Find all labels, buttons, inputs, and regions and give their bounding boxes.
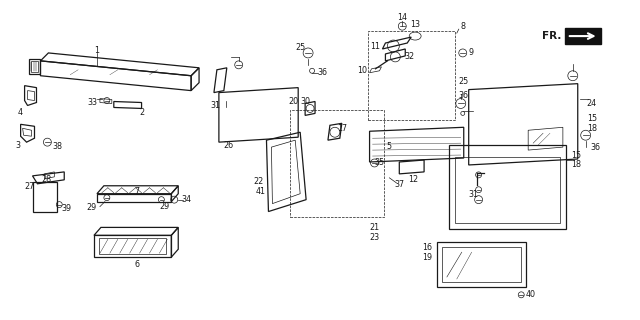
Text: 21: 21 bbox=[369, 223, 380, 232]
Text: 25: 25 bbox=[459, 77, 469, 86]
Text: 4: 4 bbox=[18, 108, 23, 117]
Text: 3: 3 bbox=[15, 140, 20, 150]
Text: 20: 20 bbox=[288, 97, 298, 106]
Text: 36: 36 bbox=[591, 143, 600, 152]
Text: 2: 2 bbox=[139, 108, 144, 117]
Text: 31: 31 bbox=[211, 101, 221, 110]
Text: 28: 28 bbox=[42, 175, 51, 184]
Text: 17: 17 bbox=[337, 124, 347, 133]
Polygon shape bbox=[565, 28, 600, 44]
Text: 10: 10 bbox=[358, 66, 367, 75]
Text: 14: 14 bbox=[397, 13, 407, 22]
Text: 18: 18 bbox=[571, 160, 580, 170]
Text: 23: 23 bbox=[369, 233, 380, 242]
Text: 18: 18 bbox=[588, 124, 598, 133]
Text: 33: 33 bbox=[87, 98, 97, 107]
Text: 40: 40 bbox=[525, 290, 535, 299]
Text: 6: 6 bbox=[134, 260, 139, 268]
Text: 7: 7 bbox=[134, 187, 139, 196]
Text: 29: 29 bbox=[159, 202, 170, 211]
Text: 27: 27 bbox=[24, 182, 35, 191]
Text: 32: 32 bbox=[404, 52, 414, 61]
Text: 29: 29 bbox=[87, 203, 97, 212]
Text: 13: 13 bbox=[410, 20, 420, 29]
Text: 9: 9 bbox=[468, 48, 473, 57]
Text: 16: 16 bbox=[422, 243, 432, 252]
Text: 15: 15 bbox=[588, 114, 598, 123]
Text: 8: 8 bbox=[460, 22, 465, 31]
Text: 19: 19 bbox=[422, 253, 432, 262]
Text: 30: 30 bbox=[300, 97, 310, 106]
Text: 35: 35 bbox=[374, 158, 385, 167]
Text: 5: 5 bbox=[387, 142, 392, 151]
Text: 36: 36 bbox=[459, 91, 468, 100]
Text: 22: 22 bbox=[253, 177, 264, 186]
Text: 11: 11 bbox=[371, 43, 381, 52]
Text: 1: 1 bbox=[95, 46, 99, 55]
Text: 15: 15 bbox=[571, 150, 581, 160]
Text: 24: 24 bbox=[586, 99, 596, 108]
Text: 41: 41 bbox=[255, 187, 266, 196]
Text: FR.: FR. bbox=[541, 31, 561, 41]
Text: 38: 38 bbox=[52, 142, 62, 151]
Text: 39: 39 bbox=[61, 204, 71, 213]
Text: 26: 26 bbox=[224, 140, 234, 150]
Text: 36: 36 bbox=[317, 68, 327, 77]
Text: 25: 25 bbox=[295, 44, 305, 52]
Text: 31: 31 bbox=[468, 190, 479, 199]
Text: 34: 34 bbox=[181, 195, 191, 204]
Text: 37: 37 bbox=[394, 180, 404, 189]
Text: 12: 12 bbox=[408, 175, 419, 184]
